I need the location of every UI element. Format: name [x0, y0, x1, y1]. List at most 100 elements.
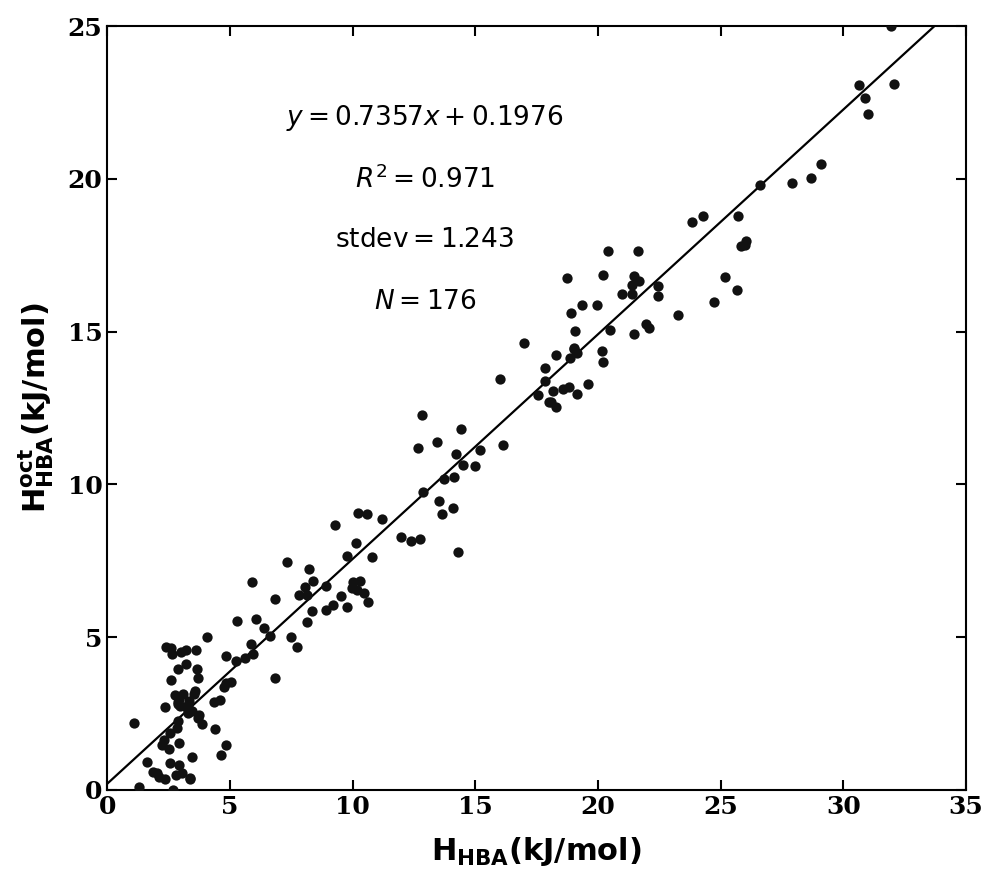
Point [194, 717, 210, 731]
Point [431, 494, 447, 508]
Point [173, 645, 189, 659]
Point [229, 613, 245, 627]
Point [541, 395, 557, 409]
Point [737, 238, 753, 252]
Text: $y = 0.7357x + 0.1976$: $y = 0.7357x + 0.1976$ [286, 103, 564, 133]
Point [530, 388, 546, 402]
Point [170, 662, 186, 676]
Point [174, 766, 190, 780]
Point [516, 335, 532, 350]
Point [594, 344, 610, 358]
Point [410, 442, 426, 456]
Point [631, 274, 647, 289]
Point [207, 721, 223, 735]
Point [248, 612, 264, 627]
Point [299, 615, 315, 629]
Point [172, 698, 188, 712]
Point [448, 447, 464, 461]
Point [188, 643, 204, 658]
Point [569, 346, 585, 360]
Point [595, 268, 611, 282]
Point [237, 650, 253, 665]
Point [563, 306, 579, 320]
Point [206, 695, 222, 709]
Point [492, 372, 508, 386]
Point [180, 698, 196, 712]
X-axis label: $\mathbf{H_{HBA}(kJ/mol)}$: $\mathbf{H_{HBA}(kJ/mol)}$ [431, 835, 642, 868]
Point [414, 408, 430, 422]
Point [566, 341, 582, 355]
Point [216, 681, 232, 695]
Point [706, 295, 722, 309]
Point [164, 647, 180, 661]
Point [650, 279, 666, 293]
Point [350, 505, 366, 519]
Point [289, 640, 305, 654]
Point [161, 742, 177, 756]
Point [569, 387, 585, 401]
Point [279, 555, 295, 569]
Point [154, 738, 170, 752]
Point [191, 708, 207, 722]
Point [178, 699, 194, 713]
Point [228, 654, 244, 668]
Point [165, 782, 181, 796]
Point [170, 696, 186, 711]
Point [630, 243, 646, 258]
Point [602, 323, 618, 337]
Point [803, 172, 819, 186]
Point [213, 748, 229, 762]
Point [638, 317, 654, 331]
Point [305, 573, 321, 588]
Point [562, 350, 578, 365]
Point [318, 579, 334, 593]
Point [555, 382, 571, 396]
Point [548, 348, 564, 362]
Point [327, 519, 343, 533]
Point [301, 562, 317, 576]
Point [641, 321, 657, 335]
Point [243, 636, 259, 650]
Point [738, 235, 754, 249]
Point [624, 287, 640, 301]
Point [886, 77, 902, 91]
Point [467, 459, 483, 473]
Point [670, 308, 686, 322]
Point [684, 215, 700, 229]
Point [580, 377, 596, 391]
Point [170, 714, 186, 728]
Point [139, 755, 155, 769]
Point [218, 738, 234, 752]
Text: $R^2 = 0.971$: $R^2 = 0.971$ [355, 165, 495, 193]
Point [131, 780, 147, 794]
Point [348, 536, 364, 550]
Point [626, 269, 642, 283]
Point [178, 657, 194, 671]
Point [189, 662, 205, 676]
Point [574, 298, 590, 312]
Point [403, 534, 419, 548]
Point [415, 485, 431, 499]
Point [614, 288, 630, 302]
Point [364, 550, 380, 564]
Point [729, 283, 745, 297]
Point [212, 693, 228, 707]
Point [190, 671, 206, 685]
Point [157, 772, 173, 786]
Point [349, 583, 365, 597]
Point [182, 773, 198, 787]
Point [883, 19, 899, 34]
Point [626, 327, 642, 341]
Point [170, 695, 186, 709]
Point [244, 575, 260, 589]
Point [495, 438, 511, 452]
Point [299, 588, 315, 602]
Point [559, 271, 575, 285]
Point [857, 91, 873, 105]
Point [149, 766, 165, 781]
Point [267, 671, 283, 685]
Point [175, 687, 191, 701]
Point [545, 383, 561, 397]
Point [126, 716, 142, 730]
Point [339, 549, 355, 563]
